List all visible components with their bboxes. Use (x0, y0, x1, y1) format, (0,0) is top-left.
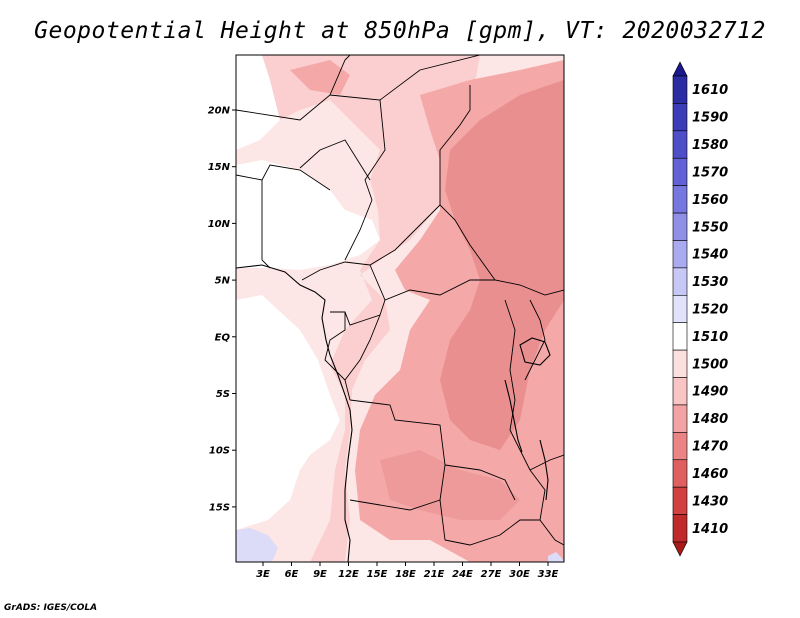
map-panel (236, 55, 564, 562)
y-tick-label: 10N (208, 219, 231, 230)
colorbar-label: 1470 (692, 440, 728, 455)
y-axis-labels: 20N 15N 10N 5N EQ 5S 10S 15S (208, 106, 231, 514)
map-frame (235, 54, 565, 563)
map-title: Geopotential Height at 850hPa [gpm], VT:… (34, 18, 766, 44)
colorbar-label: 1510 (692, 330, 728, 345)
field-medium-north (290, 60, 350, 95)
y-tick-label: EQ (215, 332, 231, 343)
x-tick-label: 3E (256, 569, 270, 580)
field-white-north (236, 55, 280, 150)
colorbar-labels: 1610 1590 1580 1570 1560 1550 1540 1530 1520 1510… (692, 83, 728, 537)
colorbar-label: 1500 (692, 357, 728, 372)
x-tick-label: 6E (285, 569, 299, 580)
lake-tanganyika (504, 379, 523, 453)
x-tick-label: 18E (395, 569, 416, 580)
colorbar-swatch (672, 404, 688, 433)
colorbar-swatch (672, 75, 688, 104)
x-axis-labels: 3E 6E 9E 12E 15E 18E 21E 24E 27E 30E 33E (256, 569, 558, 580)
colorbar (672, 61, 688, 557)
colorbar-swatch (672, 514, 688, 543)
x-tick-label: 30E (509, 569, 530, 580)
y-tick-label: 15N (208, 162, 231, 173)
x-tick-label: 21E (424, 569, 445, 580)
colorbar-swatch (672, 130, 688, 159)
field-blue-patch-se (548, 552, 564, 562)
colorbar-swatch (672, 486, 688, 515)
colorbar-label: 1560 (692, 193, 728, 208)
colorbar-swatch (672, 294, 688, 324)
x-tick-label: 9E (313, 569, 327, 580)
field-white-ocean (236, 295, 340, 530)
colorbar-label: 1460 (692, 467, 728, 482)
axis-ticks (232, 109, 549, 566)
colorbar-swatch (672, 349, 688, 378)
y-tick-label: 15S (209, 502, 230, 513)
colorbar-label: 1480 (692, 412, 728, 427)
colorbar-swatch (672, 103, 688, 132)
x-tick-label: 33E (538, 569, 559, 580)
x-tick-label: 12E (338, 569, 359, 580)
y-tick-label: 10S (209, 446, 230, 457)
colorbar-label: 1540 (692, 248, 728, 263)
lake-malawi (539, 439, 549, 501)
colorbar-label: 1520 (692, 303, 728, 318)
credit-text: GrADS: IGES/COLA (4, 603, 98, 613)
colorbar-swatch (672, 185, 688, 214)
colorbar-swatch (672, 212, 688, 241)
field-darker-core (440, 80, 564, 450)
field-blue-patch (236, 528, 278, 562)
colorbar-swatch (672, 541, 688, 557)
y-tick-label: 5S (216, 389, 230, 400)
colorbar-swatch (672, 157, 688, 186)
colorbar-swatch (672, 432, 688, 461)
colorbar-label: 1430 (692, 494, 728, 509)
x-tick-label: 15E (367, 569, 388, 580)
colorbar-label: 1580 (692, 138, 728, 153)
colorbar-swatch (672, 267, 688, 296)
colorbar-swatch (672, 61, 688, 77)
field-white-west (236, 160, 380, 270)
coastline (236, 264, 353, 562)
field-darker-south (380, 450, 520, 520)
x-tick-label: 24E (452, 569, 473, 580)
colorbar-label: 1530 (692, 275, 728, 290)
lake-victoria (519, 337, 551, 366)
colorbar-label: 1570 (692, 165, 728, 180)
y-tick-label: 20N (208, 106, 231, 117)
colorbar-swatch (672, 322, 688, 351)
colorbar-label: 1490 (692, 385, 728, 400)
colorbar-label: 1610 (692, 83, 728, 98)
colorbar-swatch (672, 240, 688, 269)
x-tick-label: 27E (481, 569, 502, 580)
colorbar-label: 1550 (692, 220, 728, 235)
colorbar-label: 1410 (692, 522, 728, 537)
country-borders (236, 55, 564, 546)
field-light-band (262, 55, 480, 562)
colorbar-label: 1590 (692, 111, 728, 126)
colorbar-swatch (672, 459, 688, 488)
colorbar-swatch (672, 377, 688, 406)
y-tick-label: 5N (215, 276, 231, 287)
